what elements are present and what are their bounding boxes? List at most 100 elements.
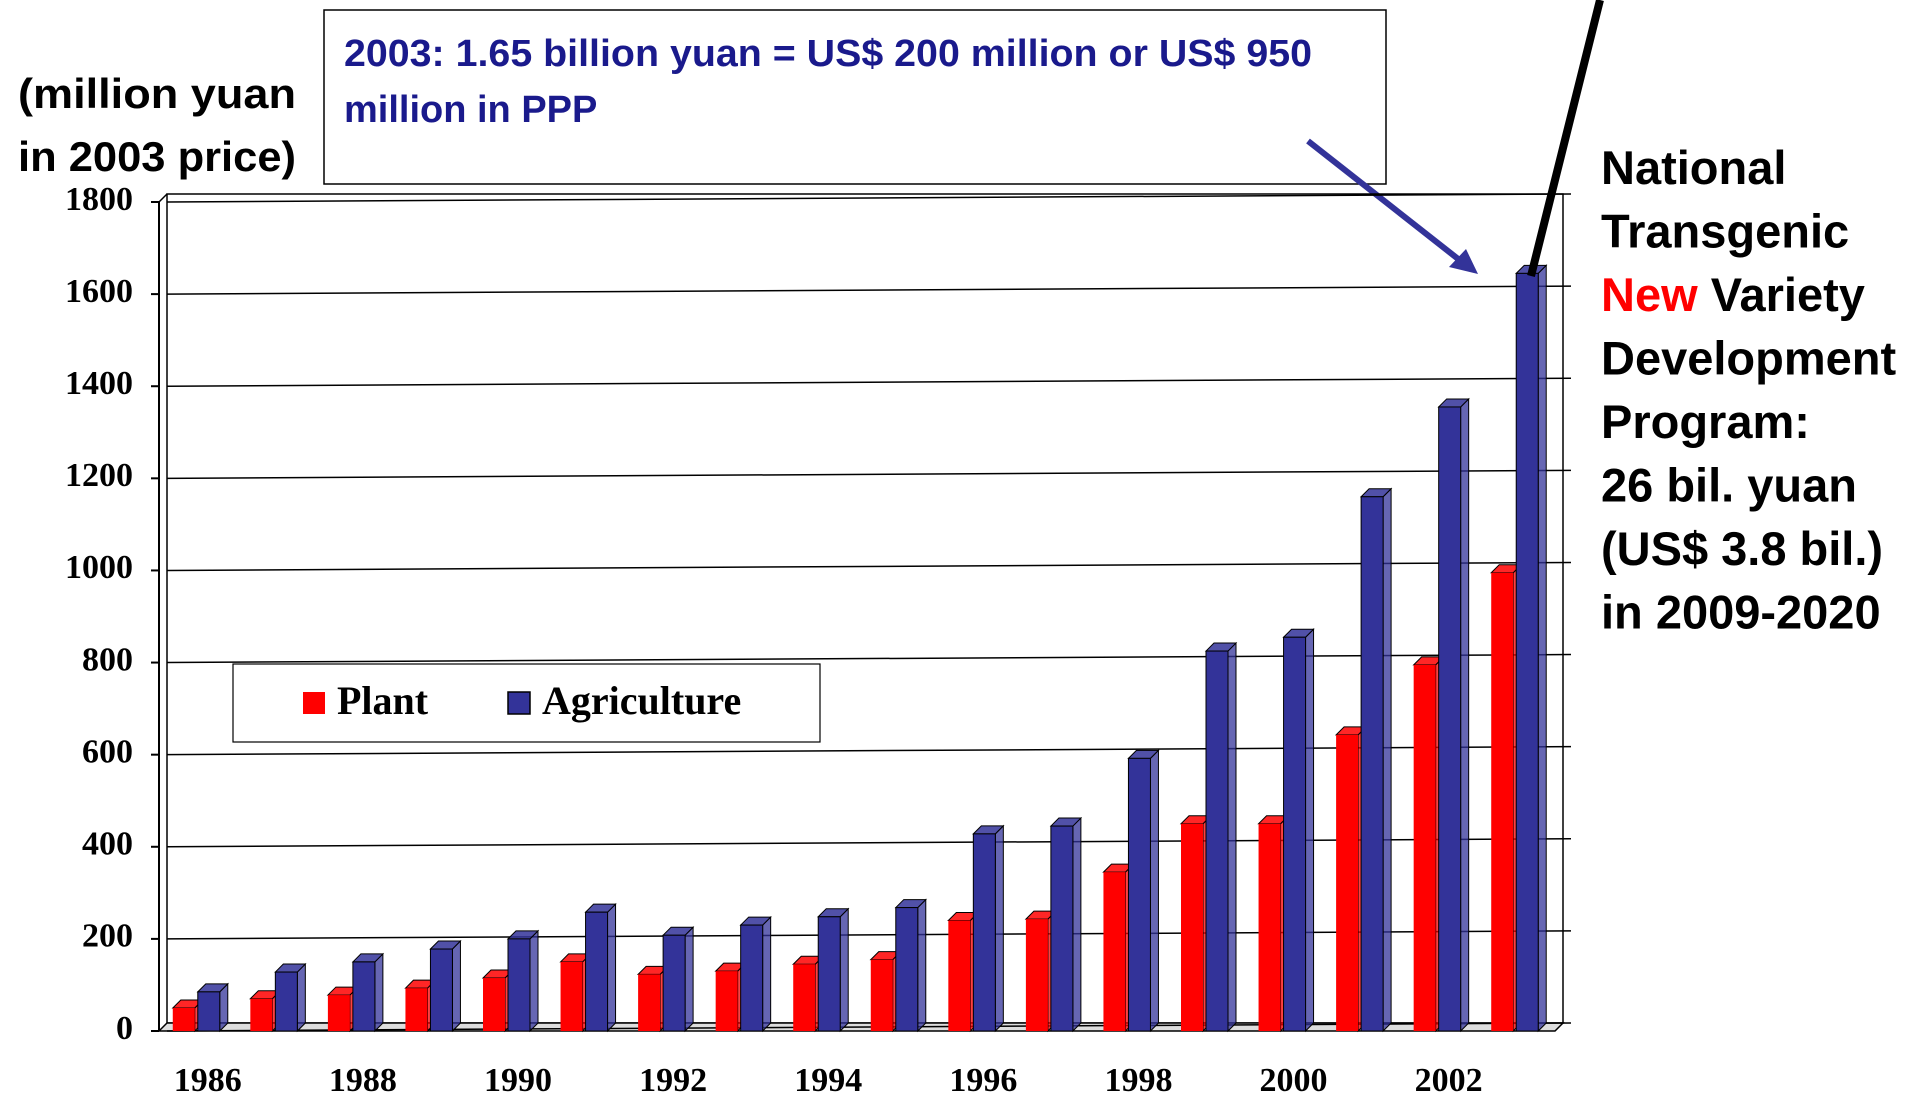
- side-note: (US$ 3.8 bil.): [1601, 522, 1883, 575]
- y-axis-label: (million yuan: [18, 70, 296, 117]
- bar: [507, 938, 531, 1032]
- side-note-part: Variety: [1698, 268, 1865, 321]
- bar: [1336, 734, 1359, 1031]
- bar: [638, 974, 661, 1031]
- bar: [817, 916, 841, 1032]
- bar-side: [1382, 487, 1392, 1033]
- bar: [327, 995, 350, 1031]
- x-tick-label: 1998: [1104, 1062, 1172, 1099]
- bar: [895, 907, 919, 1032]
- side-note: New Variety: [1601, 268, 1865, 321]
- bar-side: [607, 902, 617, 1033]
- bar: [1181, 823, 1203, 1031]
- side-note-part: New: [1601, 268, 1698, 321]
- side-note: Transgenic: [1601, 205, 1849, 258]
- bar: [1127, 757, 1151, 1032]
- y-tick-label: 1400: [65, 365, 133, 402]
- bar: [1025, 919, 1048, 1031]
- side-note-part: in 2009-2020: [1601, 586, 1881, 639]
- annotation-arrow: [1306, 138, 1464, 265]
- y-tick-label: 1000: [65, 549, 133, 586]
- bar: [1103, 872, 1126, 1031]
- bar: [172, 1007, 195, 1031]
- side-note-part: 26 bil. yuan: [1601, 459, 1857, 512]
- bar-side: [1460, 397, 1470, 1033]
- bar: [483, 978, 505, 1031]
- bar-side: [1149, 749, 1159, 1033]
- legend-label: Plant: [337, 678, 429, 723]
- bar: [274, 971, 298, 1032]
- bar: [1413, 664, 1436, 1031]
- bar: [1258, 823, 1281, 1031]
- annotation-box: [323, 9, 1387, 185]
- y-tick-label: 0: [116, 1010, 133, 1047]
- grid-line: [166, 469, 1572, 480]
- bar-side: [762, 915, 772, 1033]
- y-tick-label: 1600: [65, 273, 133, 310]
- bar-side: [1305, 628, 1315, 1033]
- side-note: National: [1601, 141, 1786, 194]
- y-tick-label: 1200: [65, 457, 133, 494]
- side-note: Program:: [1601, 395, 1810, 448]
- bar: [1050, 825, 1074, 1032]
- bar: [793, 964, 816, 1031]
- side-note-part: Development: [1601, 332, 1896, 385]
- bar: [715, 971, 738, 1031]
- bar-side: [917, 898, 927, 1033]
- bar-side: [1072, 816, 1082, 1033]
- side-note: Development: [1601, 332, 1896, 385]
- bar-side: [451, 939, 461, 1033]
- x-tick-label: 1994: [794, 1062, 862, 1099]
- side-note-part: Transgenic: [1601, 205, 1849, 258]
- annotation-text: million in PPP: [344, 89, 597, 131]
- bar: [870, 959, 893, 1031]
- x-tick-label: 2002: [1415, 1062, 1483, 1099]
- bar: [560, 961, 583, 1031]
- bar: [1283, 636, 1307, 1032]
- bar: [197, 991, 221, 1032]
- bar: [948, 920, 971, 1031]
- bar-side: [1537, 264, 1547, 1033]
- bar: [1515, 272, 1539, 1032]
- bar: [1491, 572, 1514, 1031]
- bar: [1360, 496, 1384, 1032]
- bar: [972, 833, 996, 1032]
- bar-side: [994, 824, 1004, 1033]
- bar-side: [684, 925, 694, 1033]
- bar: [1438, 406, 1462, 1032]
- x-tick-label: 1992: [639, 1062, 707, 1099]
- bar: [352, 961, 376, 1032]
- y-tick-label: 800: [82, 641, 133, 678]
- y-axis-label: in 2003 price): [18, 133, 296, 180]
- bar: [405, 988, 428, 1031]
- bar: [1205, 650, 1229, 1032]
- bar-side: [374, 952, 384, 1033]
- annotation-text: 2003: 1.65 billion yuan = US$ 200 millio…: [344, 33, 1312, 75]
- bar: [250, 998, 273, 1031]
- arrow-head: [1449, 249, 1478, 274]
- x-tick-label: 1986: [174, 1062, 242, 1099]
- y-tick-label: 1800: [65, 181, 133, 218]
- side-note-part: (US$ 3.8 bil.): [1601, 522, 1883, 575]
- y-tick-label: 200: [82, 918, 133, 955]
- y-axis-depth: [158, 193, 168, 203]
- y-tick-label: 600: [82, 733, 133, 770]
- legend-swatch: [303, 692, 325, 714]
- grid-line: [166, 285, 1572, 295]
- legend-swatch: [507, 691, 531, 715]
- x-tick-label: 1996: [949, 1062, 1017, 1099]
- bar-side: [296, 962, 306, 1033]
- bar: [585, 911, 609, 1032]
- side-note-part: National: [1601, 141, 1786, 194]
- bar: [662, 934, 686, 1032]
- grid-line: [166, 561, 1572, 572]
- legend-label: Agriculture: [542, 678, 741, 723]
- side-note: 26 bil. yuan: [1601, 459, 1857, 512]
- bar-side: [839, 907, 849, 1033]
- side-note-part: Program:: [1601, 395, 1810, 448]
- bar: [429, 948, 453, 1032]
- bar-side: [1227, 641, 1237, 1033]
- side-note: in 2009-2020: [1601, 586, 1881, 639]
